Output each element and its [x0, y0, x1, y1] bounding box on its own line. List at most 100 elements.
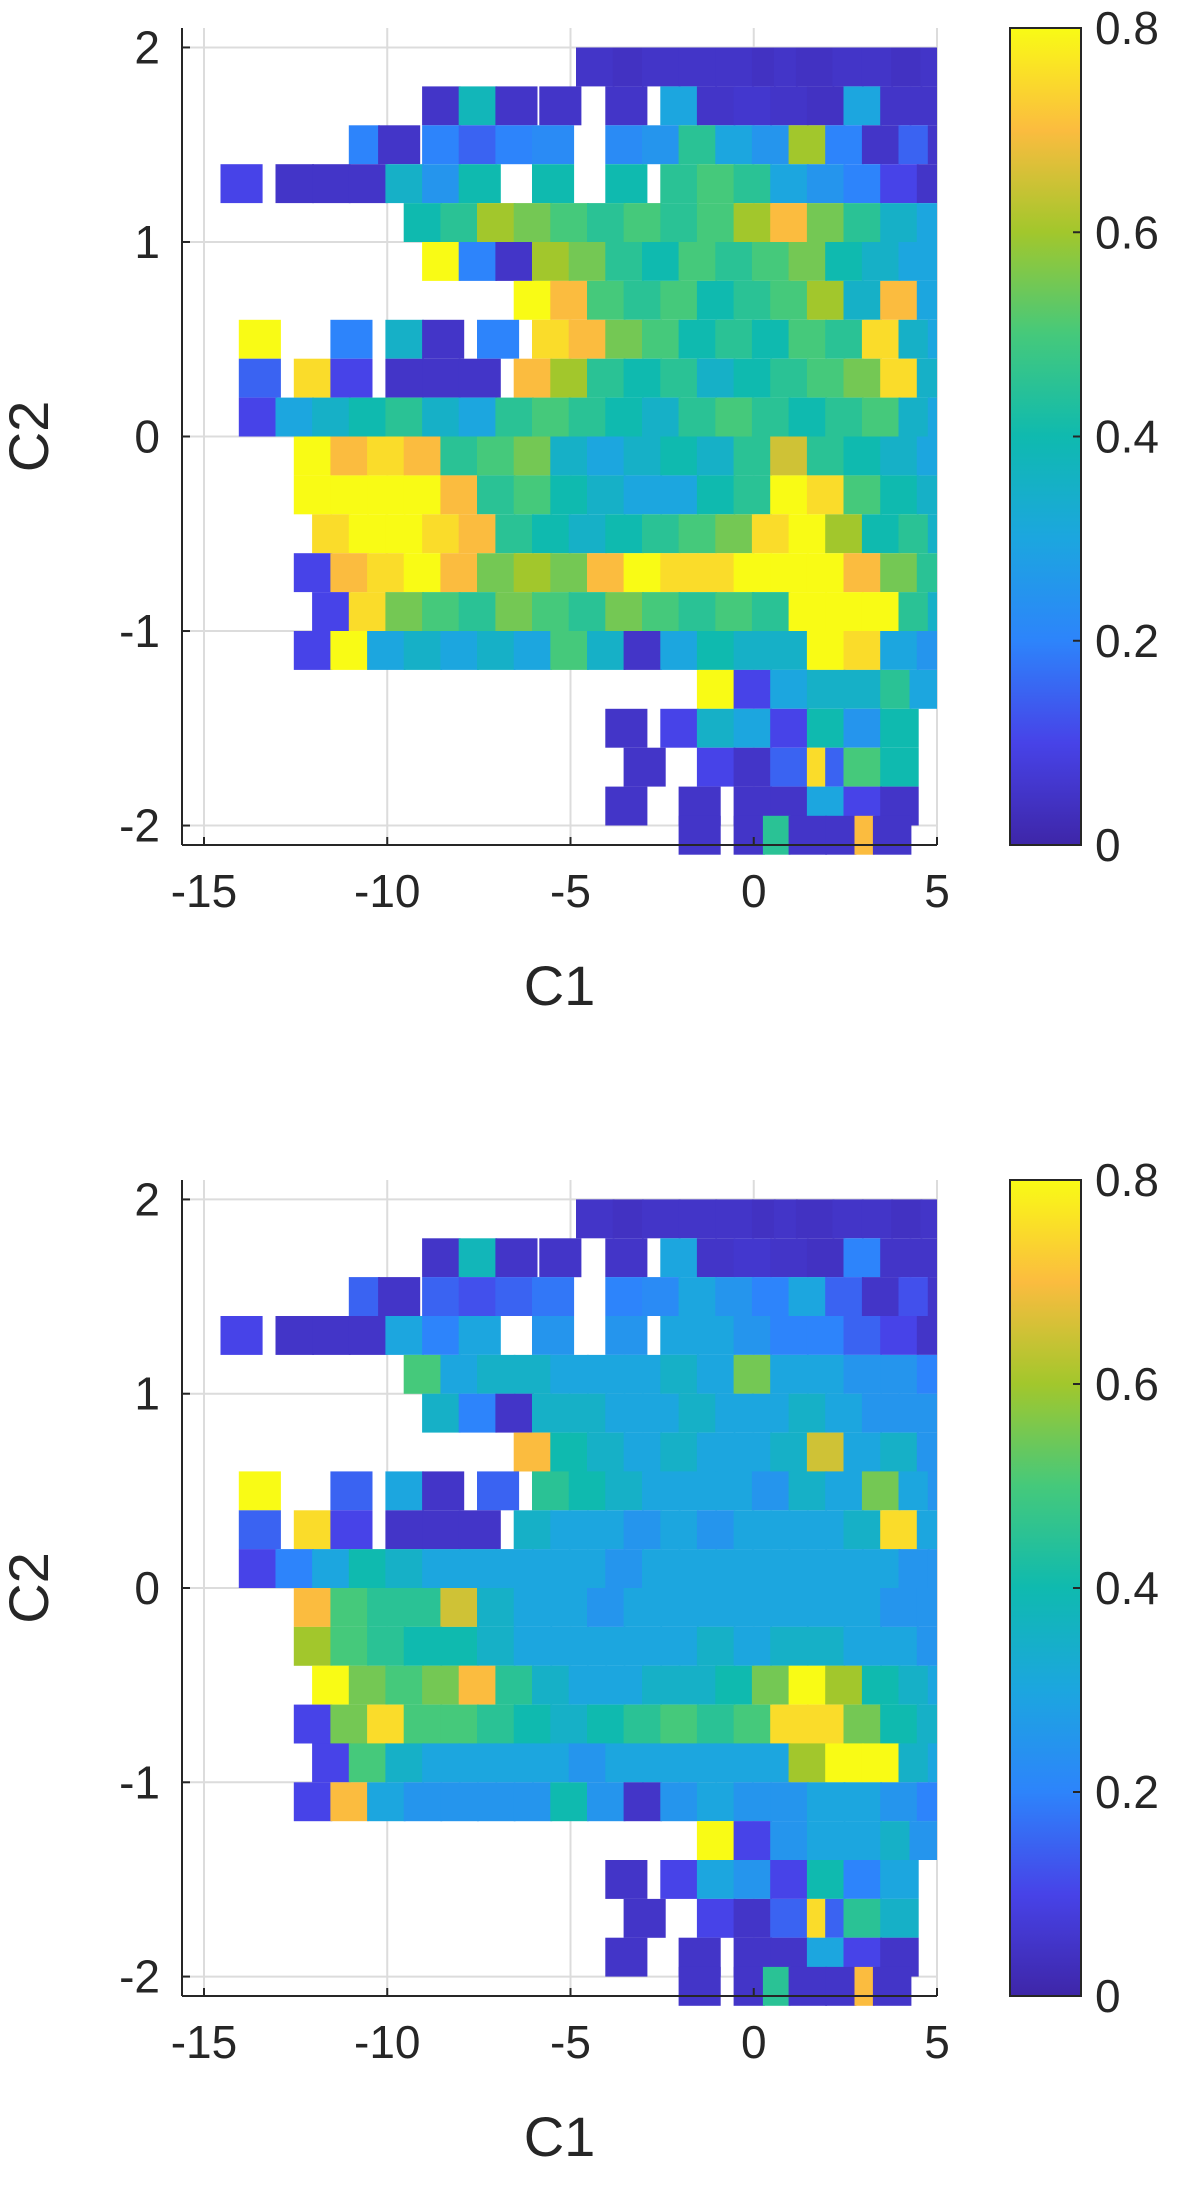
- heatmap-cell: [458, 1743, 498, 1783]
- heatmap-cell: [238, 319, 281, 359]
- heatmap-cell: [733, 1354, 773, 1394]
- heatmap-cell: [605, 1665, 644, 1705]
- heatmap-cell: [220, 1316, 263, 1355]
- heatmap-cell: [880, 1704, 919, 1744]
- colorbar-gradient: [1009, 27, 1082, 846]
- heatmap-cell: [898, 319, 930, 359]
- heatmap-cell: [642, 47, 681, 87]
- heatmap-cell: [623, 1510, 663, 1550]
- colorbar-tick-label: 0.8: [1095, 1154, 1159, 1206]
- heatmap-cell: [568, 397, 608, 437]
- heatmap-cell: [532, 164, 575, 204]
- y-tick-label: 1: [134, 216, 160, 268]
- heatmap-cell: [843, 1432, 882, 1472]
- heatmap-cell: [495, 1238, 538, 1278]
- heatmap-cell: [403, 1588, 443, 1627]
- heatmap-cell: [880, 747, 919, 787]
- heatmap-cell: [587, 1588, 626, 1627]
- heatmap-cell: [293, 475, 333, 515]
- heatmap-cell: [495, 242, 534, 281]
- heatmap-cell: [788, 242, 828, 281]
- heatmap-cell: [678, 514, 718, 554]
- heatmap-cell: [660, 553, 699, 593]
- heatmap-cell: [898, 1665, 930, 1705]
- heatmap-cell: [532, 125, 575, 165]
- heatmap-cell: [495, 1277, 534, 1316]
- heatmap-cell: [660, 164, 699, 204]
- heatmap-cell: [806, 436, 846, 476]
- heatmap-cell: [880, 1510, 919, 1550]
- heatmap-cell: [916, 1432, 937, 1472]
- heatmap-cell: [696, 436, 736, 476]
- heatmap-cell: [422, 319, 465, 359]
- heatmap-cell: [477, 553, 516, 593]
- heatmap-cell: [367, 1588, 406, 1627]
- heatmap-cell: [422, 242, 461, 281]
- heatmap-cell: [587, 436, 626, 476]
- heatmap-cell: [330, 358, 373, 398]
- heatmap-cell: [495, 86, 538, 126]
- heatmap-cell: [348, 1665, 388, 1705]
- heatmap-cell: [696, 553, 736, 593]
- heatmap-cell: [861, 1277, 901, 1316]
- heatmap-cell: [660, 475, 699, 515]
- heatmap-cell: [927, 592, 937, 631]
- heatmap-cell: [916, 1782, 937, 1822]
- heatmap-cell: [898, 125, 930, 165]
- heatmap-cell: [733, 1510, 773, 1550]
- heatmap-cell: [733, 1821, 773, 1860]
- heatmap-cell: [916, 475, 937, 515]
- heatmap-cell: [513, 1354, 553, 1394]
- heatmap-cell: [495, 125, 534, 165]
- heatmap-cell: [550, 1354, 589, 1394]
- x-tick-label: -5: [550, 865, 591, 917]
- heatmap-cell: [788, 592, 828, 631]
- heatmap-cell: [623, 1898, 666, 1938]
- heatmap-panel-1: -15 -10 -5 0 5 2 1 0 -1 -2 C1 C2 0.8 0.6 0.4 0.2 0: [0, 2, 1159, 1017]
- heatmap-cell: [861, 397, 901, 437]
- heatmap-cell: [770, 1782, 809, 1822]
- y-tick-label: -2: [119, 1951, 160, 2003]
- heatmap-cell: [605, 1393, 644, 1433]
- heatmap-cell: [440, 475, 479, 515]
- heatmap-cell: [422, 592, 461, 631]
- heatmap-cell: [696, 1782, 736, 1822]
- heatmap-cell: [642, 1277, 681, 1316]
- heatmap-cell: [795, 1199, 835, 1239]
- colorbar-tick-label: 0.4: [1095, 1562, 1159, 1614]
- heatmap-cell: [733, 436, 773, 476]
- heatmap-cell: [403, 203, 443, 242]
- heatmap-cell: [348, 125, 380, 165]
- heatmap-cell: [330, 1588, 369, 1627]
- heatmap-cell: [378, 1277, 421, 1316]
- heatmap-cell: [477, 319, 520, 359]
- x-tick-label: 5: [924, 865, 950, 917]
- heatmap-cell: [788, 1743, 828, 1783]
- heatmap-cell: [403, 436, 443, 476]
- heatmap-cell: [806, 1782, 846, 1822]
- heatmap-cell: [751, 1471, 791, 1511]
- heatmap-cell: [477, 1588, 516, 1627]
- heatmap-cell: [422, 1393, 461, 1433]
- colorbar-tick-label: 0.6: [1095, 206, 1159, 258]
- heatmap-cell: [642, 319, 681, 359]
- heatmap-cell: [861, 1471, 901, 1511]
- heatmap-cell: [238, 1510, 281, 1550]
- heatmap-cell: [440, 1588, 479, 1627]
- heatmap-cell: [678, 815, 721, 855]
- heatmap-cell: [843, 1860, 882, 1899]
- heatmap-cell: [762, 815, 791, 855]
- heatmap-cell: [532, 1549, 571, 1588]
- heatmap-cell: [806, 358, 846, 398]
- heatmap-cell: [773, 1199, 798, 1239]
- heatmap-cell: [539, 86, 582, 126]
- heatmap-cell: [843, 164, 882, 204]
- heatmap-cell: [330, 436, 369, 476]
- y-tick-label: -1: [119, 605, 160, 657]
- heatmap-cell: [806, 708, 846, 748]
- heatmap-cell: [422, 1665, 461, 1705]
- heatmap-cell: [587, 1782, 626, 1822]
- heatmap-cell: [880, 1821, 912, 1860]
- heatmap-cell: [495, 1393, 534, 1433]
- heatmap-cell: [293, 553, 333, 593]
